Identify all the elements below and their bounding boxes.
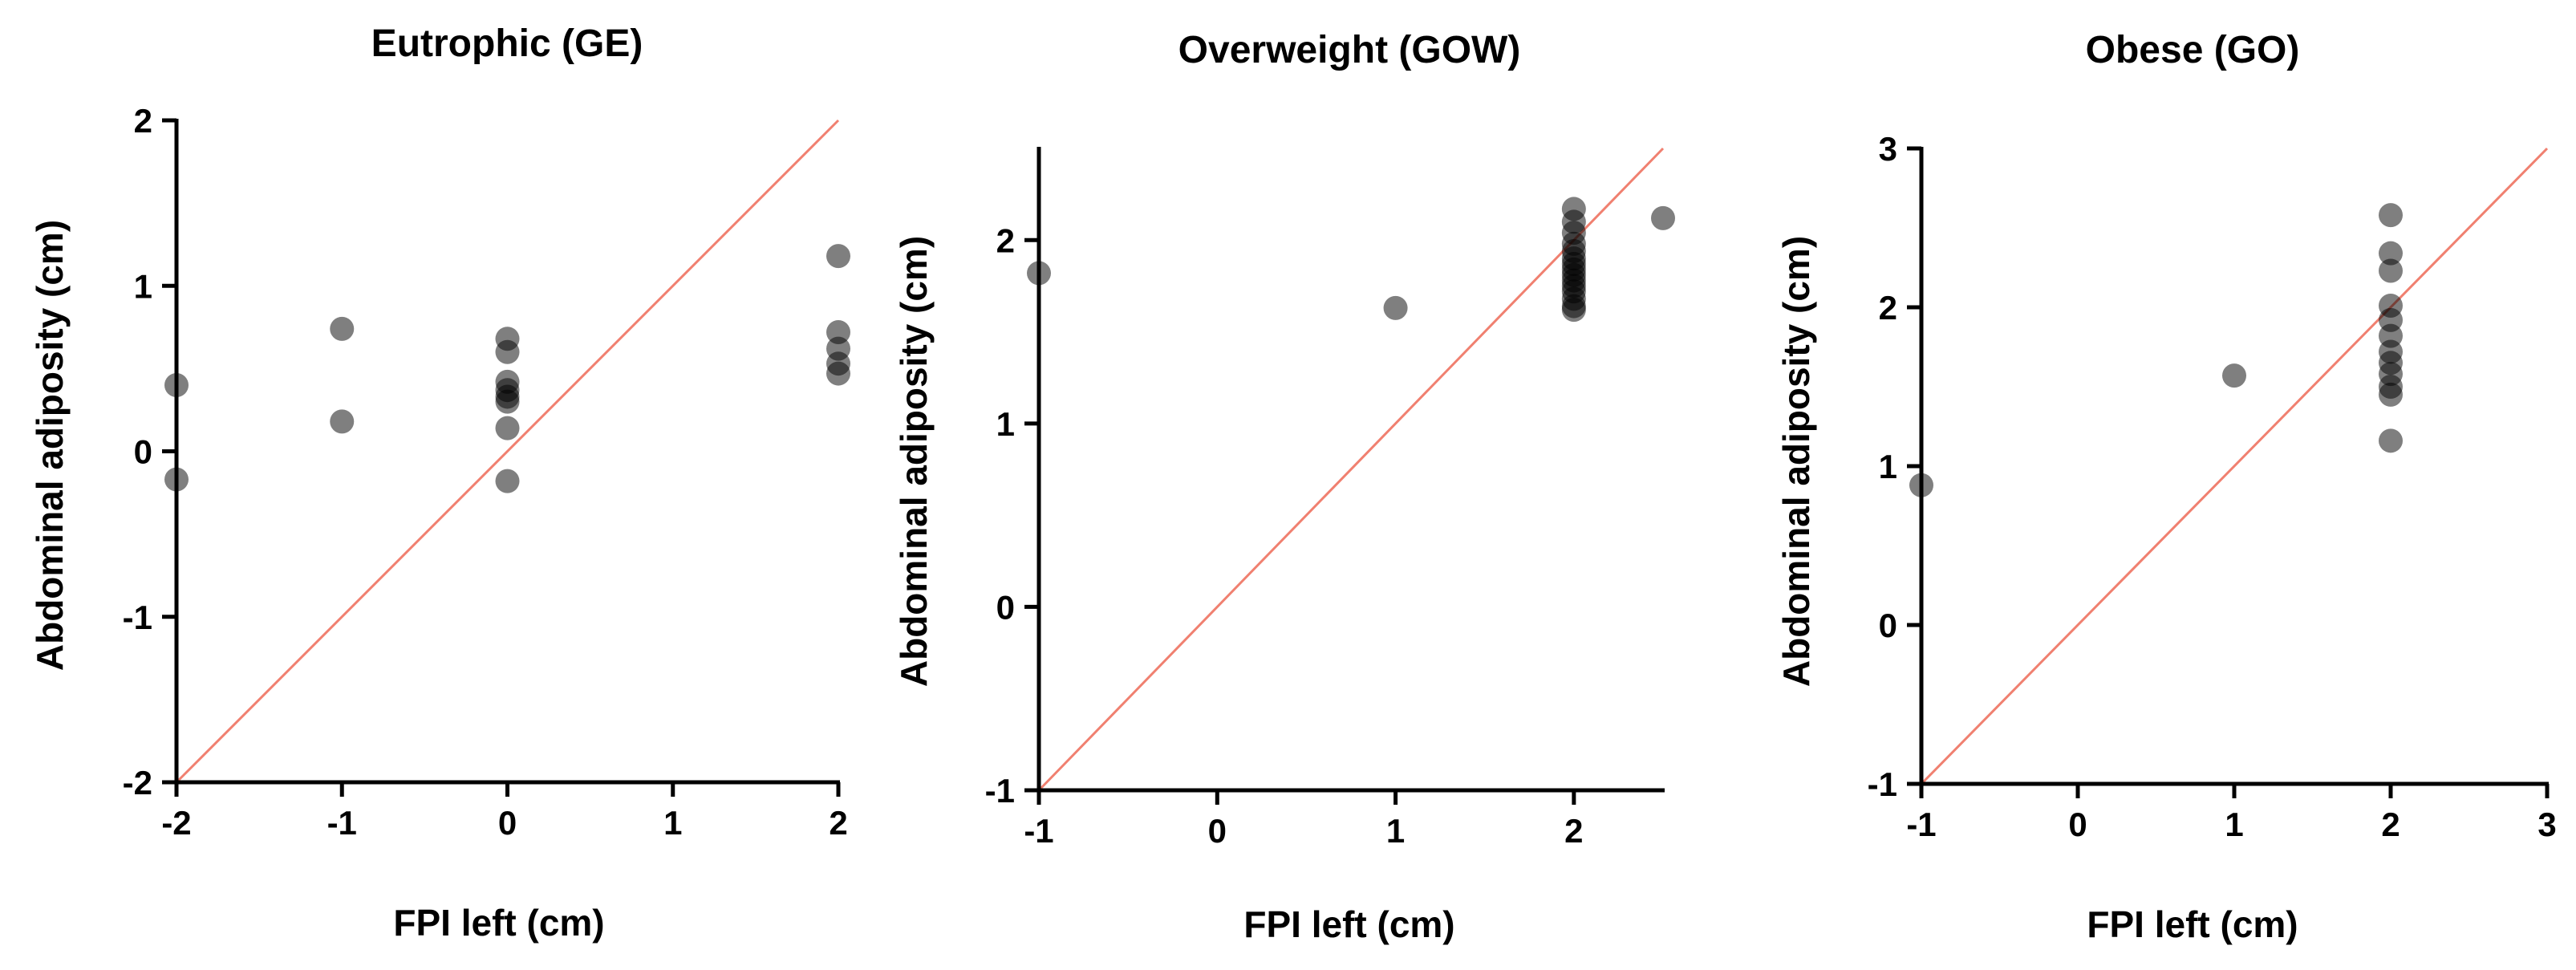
data-point: [1561, 298, 1586, 323]
data-point: [2379, 241, 2403, 266]
x-axis-label: FPI left (cm): [2087, 903, 2298, 945]
y-tick-label: -2: [123, 764, 152, 802]
data-point: [330, 409, 355, 434]
x-tick-label: 2: [2381, 806, 2400, 843]
data-point: [2379, 258, 2403, 283]
data-point: [1027, 261, 1051, 286]
data-point: [164, 373, 189, 397]
y-tick-label: -1: [985, 772, 1015, 810]
data-point: [1909, 473, 1933, 497]
x-tick-label: -1: [1024, 812, 1053, 850]
y-tick-label: -1: [123, 599, 152, 636]
y-tick-label: 0: [996, 588, 1015, 626]
x-tick-label: 0: [2068, 806, 2087, 843]
chart-title: Eutrophic (GE): [371, 22, 643, 65]
data-point: [2222, 363, 2246, 388]
y-axis-label: Abdominal adiposity (cm): [29, 220, 71, 671]
data-point: [495, 469, 520, 493]
data-point: [495, 416, 520, 440]
data-point: [2379, 428, 2403, 453]
x-tick-label: -1: [1906, 806, 1936, 843]
panel-overweight: Overweight (GOW) FPI left (cm) Abdominal…: [893, 29, 1675, 945]
y-axis-label: Abdominal adiposity (cm): [893, 236, 935, 687]
data-point: [826, 244, 850, 269]
y-tick-label: 2: [996, 221, 1015, 259]
x-tick-label: 0: [498, 804, 517, 842]
y-axis-label: Abdominal adiposity (cm): [1775, 236, 1817, 687]
data-point: [2379, 203, 2403, 228]
y-tick-label: 0: [134, 433, 152, 471]
y-tick-label: 3: [1879, 130, 1897, 168]
x-axis-label: FPI left (cm): [1243, 903, 1454, 945]
x-tick-label: -1: [327, 804, 357, 842]
x-tick-label: 1: [663, 804, 682, 842]
x-tick-label: 2: [829, 804, 847, 842]
y-tick-label: 2: [134, 102, 152, 140]
panel-eutrophic: Eutrophic (GE) FPI left (cm) Abdominal a…: [29, 22, 850, 944]
y-tick-label: 2: [1879, 289, 1897, 327]
data-point: [164, 467, 189, 492]
x-tick-label: -2: [161, 804, 191, 842]
data-point: [2379, 382, 2403, 407]
x-tick-label: 1: [2225, 806, 2243, 843]
y-tick-label: 0: [1879, 607, 1897, 644]
x-tick-label: 3: [2537, 806, 2556, 843]
y-tick-label: -1: [1868, 765, 1897, 803]
chart-title: Obese (GO): [2086, 29, 2300, 71]
x-axis-label: FPI left (cm): [393, 902, 604, 944]
data-point: [1383, 295, 1408, 320]
x-tick-label: 2: [1564, 812, 1583, 850]
data-point: [826, 361, 850, 386]
x-tick-label: 0: [1208, 812, 1227, 850]
data-point: [330, 316, 355, 341]
reference-line: [1920, 147, 2549, 785]
y-tick-label: 1: [134, 267, 152, 305]
data-point: [1651, 205, 1675, 230]
x-tick-label: 1: [1386, 812, 1405, 850]
panel-obese: Obese (GO) FPI left (cm) Abdominal adipo…: [1775, 29, 2557, 945]
y-tick-label: 1: [996, 405, 1015, 443]
reference-line: [175, 119, 840, 784]
y-tick-label: 1: [1879, 448, 1897, 485]
data-point: [495, 339, 520, 364]
data-point: [495, 389, 520, 414]
data-point: [826, 320, 850, 344]
reference-line: [1037, 147, 1665, 792]
chart-title: Overweight (GOW): [1178, 29, 1521, 71]
